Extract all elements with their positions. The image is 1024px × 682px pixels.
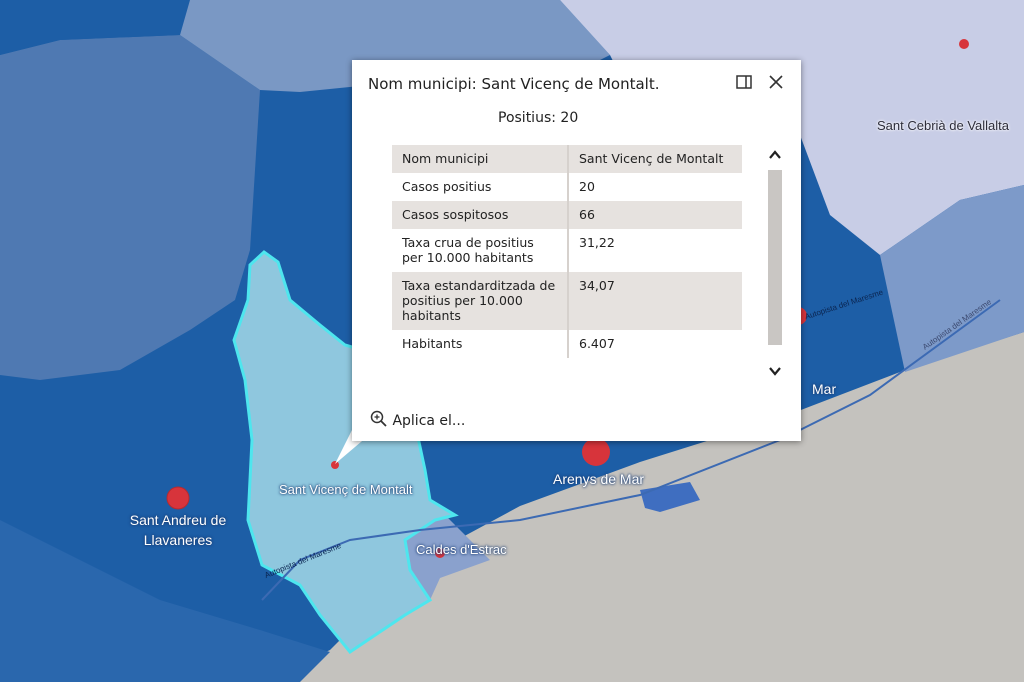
- autopista-road: [261, 299, 1001, 601]
- label-mar-fragment: Mar: [812, 381, 837, 397]
- apply-filter-link[interactable]: Aplica el...: [370, 410, 465, 429]
- row-value: 20: [568, 173, 742, 201]
- row-key: Habitants: [392, 330, 569, 358]
- row-key: Taxa estandarditzada de positius per 10.…: [392, 272, 569, 330]
- label-caldes: Caldes d'Estrac: [416, 542, 507, 557]
- region-bottom-left[interactable]: [0, 520, 330, 682]
- table-scrollbar[interactable]: [766, 130, 784, 398]
- marker-sant-cebria[interactable]: [959, 39, 969, 49]
- region-caldes[interactable]: [400, 515, 490, 600]
- row-key: Casos sospitosos: [392, 201, 569, 229]
- marker-sant-andreu[interactable]: [166, 486, 190, 510]
- table-row: Casos positius 20: [392, 173, 742, 201]
- attribute-table: Nom municipi Sant Vicenç de Montalt Caso…: [392, 145, 742, 371]
- scroll-down-icon[interactable]: [766, 360, 784, 382]
- row-value: 31,22: [568, 229, 742, 272]
- close-icon[interactable]: [766, 72, 786, 92]
- marker-caldes[interactable]: [435, 548, 445, 558]
- row-value: Sant Vicenç de Montalt: [568, 145, 742, 173]
- marker-sant-vicenc[interactable]: [331, 461, 339, 469]
- table-row: Taxa crua de positius per 10.000 habitan…: [392, 229, 742, 272]
- feature-popup: Nom municipi: Sant Vicenç de Montalt. Po…: [352, 60, 801, 441]
- row-value: 66: [568, 201, 742, 229]
- region-top-left-corner[interactable]: [0, 0, 190, 55]
- scroll-up-icon[interactable]: [766, 144, 784, 166]
- row-value: 6.407: [568, 330, 742, 358]
- row-key: Nom municipi: [392, 145, 569, 173]
- row-key: Taxa crua de positius per 10.000 habitan…: [392, 229, 569, 272]
- label-arenys: Arenys de Mar: [553, 471, 645, 487]
- table-row: Taxa estandarditzada de positius per 10.…: [392, 272, 742, 330]
- row-key: Casos positius: [392, 173, 569, 201]
- label-sant-vicenc: Sant Vicenç de Montalt: [279, 482, 413, 497]
- label-sant-andreu-line2: Llavaneres: [143, 532, 213, 548]
- scroll-thumb[interactable]: [768, 170, 782, 345]
- popup-title: Nom municipi: Sant Vicenç de Montalt.: [368, 75, 660, 93]
- table-row: Nom municipi Sant Vicenç de Montalt: [392, 145, 742, 173]
- region-right-middle[interactable]: [880, 185, 1024, 372]
- marker-arenys[interactable]: [582, 438, 610, 466]
- apply-filter-label: Aplica el...: [392, 413, 466, 429]
- row-value: 34,07: [568, 272, 742, 330]
- popup-subtitle: Positius: 20: [498, 110, 579, 126]
- dock-icon[interactable]: [734, 72, 754, 92]
- table-row: Casos sospitosos 66: [392, 201, 742, 229]
- label-sant-cebria: Sant Cebrià de Vallalta: [877, 118, 1010, 133]
- zoom-in-icon: [370, 410, 387, 427]
- label-sant-andreu-line1: Sant Andreu de: [129, 512, 227, 528]
- table-row: Habitants 6.407: [392, 330, 742, 358]
- region-top-left[interactable]: [0, 35, 260, 380]
